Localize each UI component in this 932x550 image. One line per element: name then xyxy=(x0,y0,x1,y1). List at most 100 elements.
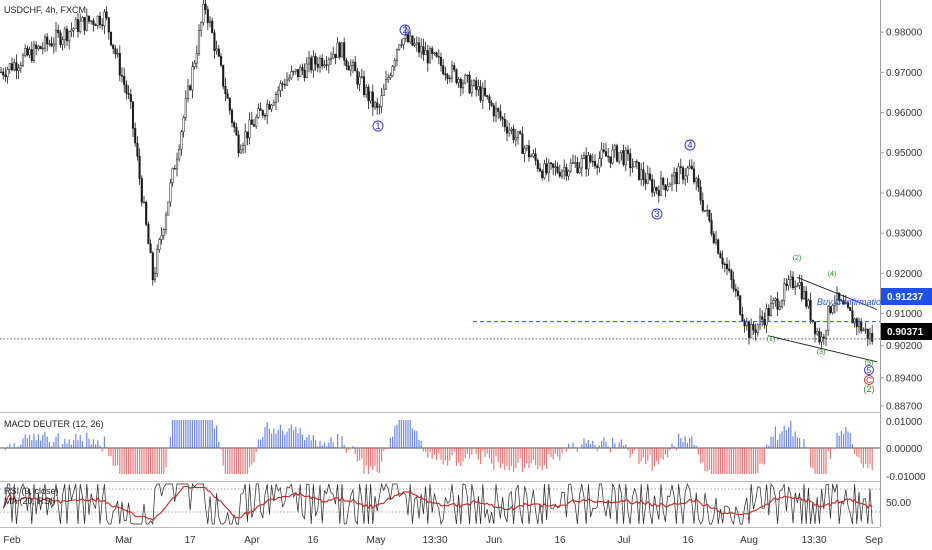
macd-bar xyxy=(559,448,561,461)
candle-body xyxy=(591,161,594,163)
macd-bar xyxy=(86,432,88,448)
candle-body xyxy=(189,85,192,91)
macd-bar xyxy=(242,448,244,474)
rsi-title[interactable]: RSI (9, close) xyxy=(4,486,59,496)
candle-body xyxy=(536,160,539,169)
macd-bar xyxy=(121,448,123,474)
macd-bar xyxy=(411,428,413,448)
candle-body xyxy=(464,75,467,84)
time-tick-label: 13:30 xyxy=(801,535,826,546)
candle-body xyxy=(864,328,867,331)
candle-body xyxy=(525,145,528,149)
candle-body xyxy=(629,153,632,169)
candle-body xyxy=(444,73,447,75)
candle-body xyxy=(466,74,469,77)
candle-body xyxy=(710,220,713,235)
macd-bar xyxy=(200,420,202,448)
macd-bar xyxy=(818,448,820,474)
candle-body xyxy=(81,17,84,22)
candle-body xyxy=(699,186,702,201)
candle-body xyxy=(2,71,5,76)
candle-body xyxy=(417,42,421,53)
macd-bar xyxy=(768,445,770,448)
macd-bar xyxy=(231,448,233,474)
svg-text:2: 2 xyxy=(402,25,407,35)
macd-bar xyxy=(704,448,706,472)
macd-bar xyxy=(708,448,710,471)
macd-bar xyxy=(715,448,717,474)
macd-bar xyxy=(429,448,431,453)
macd-bar xyxy=(796,437,798,448)
macd-bar xyxy=(506,448,508,466)
candle-body xyxy=(59,32,62,45)
candle-body xyxy=(318,58,322,68)
candle-body xyxy=(43,36,47,49)
macd-bar xyxy=(246,448,248,474)
candle-body xyxy=(123,75,126,85)
macd-bar xyxy=(207,420,209,448)
macd-bar xyxy=(150,448,152,474)
macd-bar xyxy=(682,442,684,448)
candle-body xyxy=(866,328,869,339)
macd-bar xyxy=(143,448,145,474)
candle-body xyxy=(679,166,682,168)
macd-bar xyxy=(308,434,310,448)
time-axis[interactable]: Feb Mar 17 Apr 16 May 13:30 Jun 16 Jul 16 Aug 13:30 S… xyxy=(3,535,883,546)
macd-bar xyxy=(51,446,53,448)
macd-bar xyxy=(229,448,231,474)
macd-axis-label: 0.00000 xyxy=(886,444,923,455)
candle-body xyxy=(455,69,458,83)
symbol-title[interactable]: USDCHF, 4h, FXCM xyxy=(4,5,86,15)
candle-body xyxy=(868,333,872,339)
macd-bar xyxy=(42,434,44,448)
candle-body xyxy=(442,65,445,75)
candle-body xyxy=(411,35,414,46)
candle-body xyxy=(312,56,315,71)
macd-bar xyxy=(629,448,631,458)
candle-body xyxy=(439,56,443,66)
candle-body xyxy=(230,110,234,123)
candle-body xyxy=(270,104,273,110)
candle-body xyxy=(329,57,333,60)
candle-body xyxy=(422,46,425,55)
macd-bar xyxy=(759,448,761,464)
candle-body xyxy=(294,69,297,72)
channel-upper-line xyxy=(796,276,878,310)
candle-body xyxy=(235,127,238,136)
candle-body xyxy=(833,303,836,306)
macd-bar xyxy=(845,426,847,448)
macd-bar xyxy=(671,443,673,448)
macd-bar xyxy=(539,448,541,466)
candle-body xyxy=(94,24,97,26)
candle-body xyxy=(824,330,828,339)
candle-body xyxy=(675,172,678,185)
candle-body xyxy=(228,98,231,111)
price-tick-label: 0.95000 xyxy=(886,148,923,159)
macd-bar xyxy=(596,448,598,452)
candle-body xyxy=(296,69,300,77)
macd-bar xyxy=(574,447,576,448)
macd-bar xyxy=(860,448,862,464)
candle-body xyxy=(618,152,621,162)
candle-body xyxy=(277,90,280,95)
candle-body xyxy=(769,303,773,316)
macd-bar xyxy=(317,446,319,448)
candle-body xyxy=(101,24,104,27)
candle-body xyxy=(846,302,850,308)
candle-body xyxy=(74,19,77,29)
candle-body xyxy=(437,56,440,58)
candle-body xyxy=(508,130,511,134)
candle-body xyxy=(299,67,302,77)
candle-body xyxy=(763,319,766,326)
candlestick-series xyxy=(0,0,874,348)
candle-body xyxy=(523,147,526,154)
candle-body xyxy=(28,49,31,56)
candle-body xyxy=(785,283,788,286)
macd-title[interactable]: MACD DEUTER (12, 26) xyxy=(4,419,104,429)
candle-body xyxy=(596,165,599,168)
rsi-ma-title[interactable]: MA (20, RSI) xyxy=(4,496,56,506)
candle-body xyxy=(626,149,630,154)
macd-bar xyxy=(697,448,699,455)
price-axis[interactable]: 0.98000 0.97000 0.96000 0.95000 0.94000 0.930… xyxy=(880,28,923,413)
